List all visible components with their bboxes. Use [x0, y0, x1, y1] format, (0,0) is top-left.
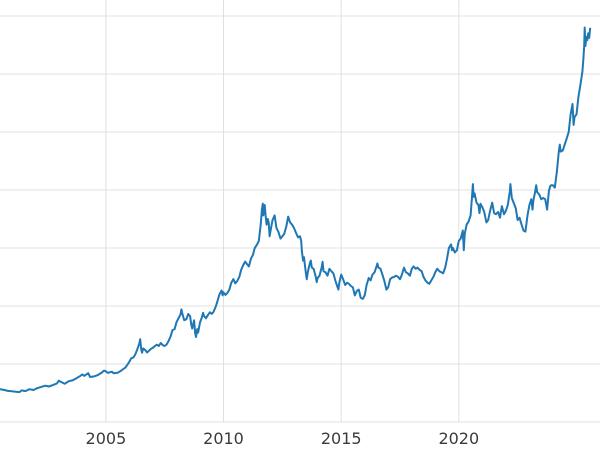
- x-tick-label: 2005: [86, 429, 127, 448]
- x-tick-label: 2010: [203, 429, 244, 448]
- x-tick-label: 2020: [438, 429, 479, 448]
- x-tick-label: 2015: [321, 429, 362, 448]
- price-series-line: [0, 26, 592, 394]
